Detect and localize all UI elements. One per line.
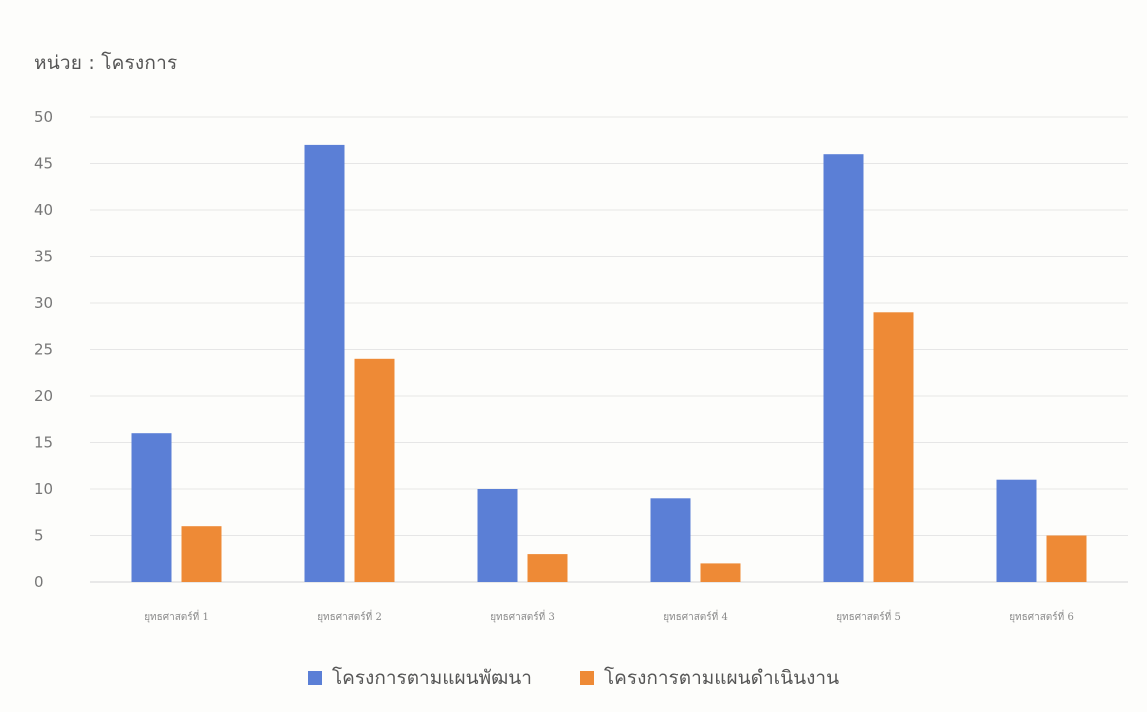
legend-label-series-1: โครงการตามแผนพัฒนา: [331, 667, 532, 689]
bar-series-2-cat-4: [700, 563, 741, 582]
bar-series-1-cat-1: [131, 433, 172, 582]
y-tick-label: 5: [34, 527, 44, 545]
legend: โครงการตามแผนพัฒนา โครงการตามแผนดำเนินงา…: [0, 663, 1147, 693]
y-tick-label: 50: [34, 108, 53, 126]
bar-series-1-cat-2: [304, 144, 345, 582]
legend-swatch-series-2: [579, 671, 594, 685]
x-tick-label: ยุทธศาสตร์ที่ 1: [144, 609, 209, 623]
y-tick-label: 30: [34, 294, 53, 312]
bar-series-2-cat-1: [181, 526, 222, 582]
bar-series-2-cat-5: [873, 312, 914, 582]
y-tick-label: 0: [34, 573, 44, 591]
y-tick-label: 15: [34, 434, 53, 452]
x-tick-label: ยุทธศาสตร์ที่ 5: [836, 609, 901, 623]
bar-series-1-cat-3: [477, 489, 518, 582]
y-tick-label: 25: [34, 341, 53, 359]
bar-series-2-cat-3: [527, 554, 568, 582]
y-tick-label: 45: [34, 155, 53, 173]
bar-series-1-cat-6: [996, 479, 1037, 582]
y-tick-label: 10: [34, 480, 53, 498]
bar-series-1-cat-5: [823, 154, 864, 582]
x-tick-label: ยุทธศาสตร์ที่ 4: [663, 609, 728, 623]
bar-series-2-cat-2: [354, 358, 395, 582]
legend-label-series-2: โครงการตามแผนดำเนินงาน: [603, 667, 840, 689]
y-tick-label: 40: [34, 201, 53, 219]
bar-series-2-cat-6: [1046, 535, 1087, 582]
legend-item-series-1: โครงการตามแผนพัฒนา: [307, 663, 532, 693]
y-tick-label: 20: [34, 387, 53, 405]
x-tick-label: ยุทธศาสตร์ที่ 6: [1009, 609, 1074, 623]
x-tick-label: ยุทธศาสตร์ที่ 2: [317, 609, 382, 623]
unit-label: หน่วย : โครงการ: [34, 52, 178, 74]
legend-item-series-2: โครงการตามแผนดำเนินงาน: [579, 663, 840, 693]
x-tick-label: ยุทธศาสตร์ที่ 3: [490, 609, 555, 623]
legend-swatch-series-1: [307, 671, 322, 685]
bar-series-1-cat-4: [650, 498, 691, 582]
y-tick-label: 35: [34, 248, 53, 266]
